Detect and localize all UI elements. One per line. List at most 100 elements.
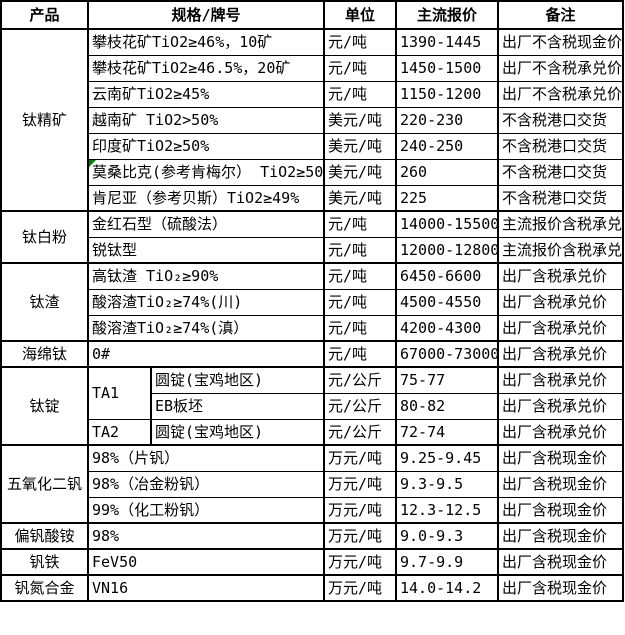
- note-cell: 出厂含税现金价: [497, 470, 624, 498]
- price-cell: 9.25-9.45: [395, 444, 499, 472]
- note-cell: 出厂含税承兑价: [497, 340, 624, 368]
- note-cell: 出厂含税现金价: [497, 444, 624, 472]
- table-row: 越南矿 TiO2>50% 美元/吨 220-230 不含税港口交货: [1, 106, 624, 134]
- unit-cell: 万元/吨: [323, 548, 397, 576]
- unit-cell: 美元/吨: [323, 132, 397, 160]
- table-row: 攀枝花矿TiO2≥46.5%，20矿 元/吨 1450-1500 出厂不含税承兑…: [1, 54, 624, 82]
- spec-cell: 攀枝花矿TiO2≥46.5%，20矿: [87, 54, 325, 82]
- note-cell: 主流报价含税承兑: [497, 236, 624, 264]
- price-cell: 9.3-9.5: [395, 470, 499, 498]
- product-cell: 钛精矿: [0, 28, 89, 212]
- table-row: 钒铁 FeV50 万元/吨 9.7-9.9 出厂含税现金价: [0, 548, 624, 576]
- table-row: 酸溶渣TiO₂≥74%(川) 元/吨 4500-4550 出厂含税承兑价: [1, 288, 624, 316]
- spec-cell: 肯尼亚（参考贝斯）TiO2≥49%: [87, 184, 325, 212]
- price-cell: 1150-1200: [395, 80, 499, 108]
- price-cell: 80-82: [395, 392, 499, 420]
- note-cell: 出厂含税承兑价: [497, 288, 624, 316]
- spec-text: 莫桑比克(参考肯梅尔） TiO2≥50%: [92, 162, 324, 181]
- table-row: 偏钒酸铵 98% 万元/吨 9.0-9.3 出厂含税现金价: [0, 522, 624, 550]
- table-row: 印度矿TiO2≥50% 美元/吨 240-250 不含税港口交货: [1, 132, 624, 160]
- unit-cell: 元/吨: [323, 314, 397, 342]
- price-cell: 67000-73000: [395, 340, 499, 368]
- product-cell: 偏钒酸铵: [0, 522, 89, 550]
- table-row: EB板坯 元/公斤 80-82 出厂含税承兑价: [1, 392, 624, 420]
- product-cell: 钛白粉: [0, 210, 89, 264]
- table-row: 钒氮合金 VN16 万元/吨 14.0-14.2 出厂含税现金价: [0, 574, 624, 602]
- unit-cell: 元/公斤: [323, 418, 397, 446]
- spec-cell: 圆锭(宝鸡地区): [150, 366, 325, 394]
- unit-cell: 元/吨: [323, 288, 397, 316]
- price-cell: 14.0-14.2: [395, 574, 499, 602]
- unit-cell: 元/吨: [323, 28, 397, 56]
- unit-cell: 元/吨: [323, 210, 397, 238]
- spec-cell: FeV50: [87, 548, 325, 576]
- table-row: 五氧化二钒 98%（片钒） 万元/吨 9.25-9.45 出厂含税现金价: [0, 444, 624, 524]
- table-row: 莫桑比克(参考肯梅尔） TiO2≥50% 美元/吨 260 不含税港口交货: [1, 158, 624, 186]
- note-cell: 出厂不含税现金价: [497, 28, 624, 56]
- col-header-product: 产品: [0, 0, 89, 30]
- table-row: 钛精矿 攀枝花矿TiO2≥46%，10矿 元/吨 1390-1445 出厂不含税…: [0, 28, 624, 212]
- table-row: 酸溶渣TiO₂≥74%(滇） 元/吨 4200-4300 出厂含税承兑价: [1, 314, 624, 342]
- note-cell: 不含税港口交货: [497, 158, 624, 186]
- price-cell: 1450-1500: [395, 54, 499, 82]
- price-cell: 75-77: [395, 366, 499, 394]
- unit-cell: 元/吨: [323, 236, 397, 264]
- unit-cell: 万元/吨: [323, 444, 397, 472]
- price-cell: 12000-12800: [395, 236, 499, 264]
- unit-cell: 美元/吨: [323, 106, 397, 134]
- table-row: TA2 圆锭(宝鸡地区) 元/公斤 72-74 出厂含税承兑价: [1, 418, 624, 446]
- price-cell: 4500-4550: [395, 288, 499, 316]
- unit-cell: 万元/吨: [323, 496, 397, 524]
- note-cell: 出厂不含税承兑价: [497, 54, 624, 82]
- spec-cell: 98%（冶金粉钒）: [87, 470, 325, 498]
- note-cell: 出厂含税现金价: [497, 574, 624, 602]
- product-cell: 钒氮合金: [0, 574, 89, 602]
- note-cell: 出厂含税现金价: [497, 522, 624, 550]
- note-cell: 出厂含税承兑价: [497, 314, 624, 342]
- spec-cell: 0#: [87, 340, 325, 368]
- product-cell: 钛锭: [0, 366, 89, 446]
- price-cell: 1390-1445: [395, 28, 499, 56]
- unit-cell: 万元/吨: [323, 574, 397, 602]
- price-cell: 14000-15500: [395, 210, 499, 238]
- price-cell: 240-250: [395, 132, 499, 160]
- note-cell: 出厂不含税承兑价: [497, 80, 624, 108]
- unit-cell: 元/公斤: [323, 366, 397, 394]
- table-row: 99%（化工粉钒） 万元/吨 12.3-12.5 出厂含税现金价: [1, 496, 624, 524]
- col-header-spec: 规格/牌号: [87, 0, 325, 30]
- price-cell: 6450-6600: [395, 262, 499, 290]
- spec-cell: 越南矿 TiO2>50%: [87, 106, 325, 134]
- unit-cell: 元/吨: [323, 262, 397, 290]
- note-cell: 出厂含税承兑价: [497, 366, 624, 394]
- spec-cell: 酸溶渣TiO₂≥74%(川): [87, 288, 325, 316]
- note-cell: 不含税港口交货: [497, 132, 624, 160]
- spec-cell: 云南矿TiO2≥45%: [87, 80, 325, 108]
- note-cell: 出厂含税现金价: [497, 496, 624, 524]
- unit-cell: 元/吨: [323, 54, 397, 82]
- price-cell: 225: [395, 184, 499, 212]
- price-cell: 72-74: [395, 418, 499, 446]
- grade-cell: TA2: [87, 418, 152, 446]
- spec-cell: 98%: [87, 522, 325, 550]
- unit-cell: 美元/吨: [323, 184, 397, 212]
- spec-cell: 莫桑比克(参考肯梅尔） TiO2≥50%: [87, 158, 325, 186]
- unit-cell: 万元/吨: [323, 522, 397, 550]
- spec-cell: VN16: [87, 574, 325, 602]
- spec-cell: 锐钛型: [87, 236, 325, 264]
- table-row: 钛渣 高钛渣 TiO₂≥90% 元/吨 6450-6600 出厂含税承兑价: [0, 262, 624, 342]
- price-cell: 260: [395, 158, 499, 186]
- col-header-unit: 单位: [323, 0, 397, 30]
- price-cell: 4200-4300: [395, 314, 499, 342]
- spec-cell: 酸溶渣TiO₂≥74%(滇）: [87, 314, 325, 342]
- header-row: 产品 规格/牌号 单位 主流报价 备注: [0, 0, 624, 30]
- spec-cell: 金红石型（硫酸法）: [87, 210, 325, 238]
- unit-cell: 美元/吨: [323, 158, 397, 186]
- product-cell: 钛渣: [0, 262, 89, 342]
- spec-cell: 印度矿TiO2≥50%: [87, 132, 325, 160]
- note-cell: 出厂含税承兑价: [497, 392, 624, 420]
- price-table: 产品 规格/牌号 单位 主流报价 备注 钛精矿 攀枝花矿TiO2≥46%，10矿…: [0, 0, 624, 602]
- spec-cell: 高钛渣 TiO₂≥90%: [87, 262, 325, 290]
- price-cell: 9.7-9.9: [395, 548, 499, 576]
- note-cell: 主流报价含税承兑: [497, 210, 624, 238]
- price-cell: 220-230: [395, 106, 499, 134]
